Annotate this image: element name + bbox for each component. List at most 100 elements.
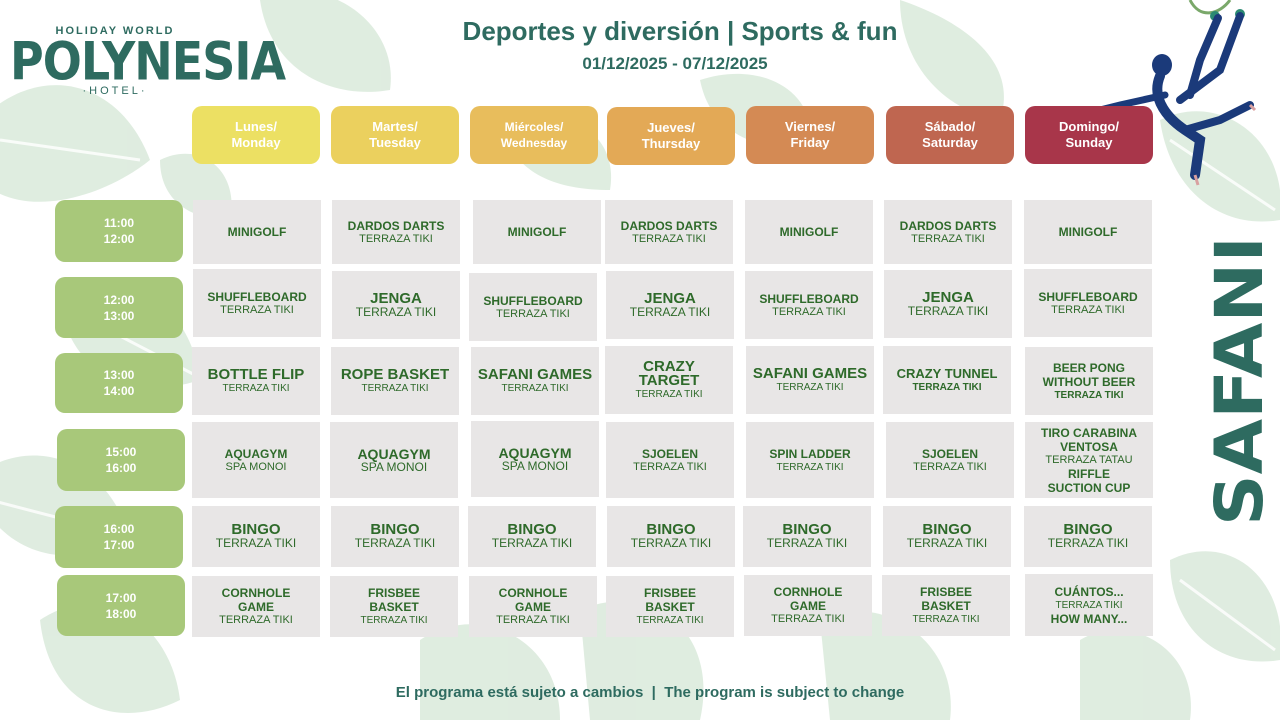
activity-name: CORNHOLE GAME [773,585,843,613]
page-title: Deportes y diversión | Sports & fun [462,16,898,46]
activity-name: JENGA [370,289,422,307]
activity-location: TERRAZA TIKI [907,303,989,318]
activity-location: TERRAZA TIKI [635,388,703,400]
day-label: Jueves/ [647,120,695,135]
time-end: 12:00 [103,232,135,246]
day-label-en: Wednesday [500,136,568,150]
activity-cell: AQUAGYM SPA MONOI [330,422,458,498]
activity-name: JENGA [922,288,974,306]
day-label: Domingo/ [1059,119,1119,134]
activity-location: TERRAZA TIKI [630,536,712,550]
activity-location: TERRAZA TIKI [629,304,711,319]
hotel-logo: HOLIDAY WORLD POLYNESIA ·HOTEL· [10,24,286,112]
day-label-en: Monday [231,135,281,150]
activity-cell: FRISBEE BASKET TERRAZA TIKI [606,576,734,637]
activity-location: TERRAZA TIKI [361,382,429,394]
activity-location: TERRAZA TIKI [1054,389,1124,401]
logo-top-text: HOLIDAY WORLD [55,25,175,37]
activity-name: CORNHOLE GAME [498,586,568,614]
activity-name: MINIGOLF [507,225,567,239]
activity-name-en: RIFFLE SUCTION CUP [1047,466,1131,495]
activity-name: SHUFFLEBOARD [759,291,859,306]
activity-location: TERRAZA TIKI [496,614,570,626]
safani-brand-text: SAFANI [1201,236,1278,526]
activity-cell: SAFANI GAMES TERRAZA TIKI [471,347,599,415]
activity-location: TERRAZA TIKI [772,305,846,318]
activity-name: DARDOS DARTS [899,218,997,233]
activity-name: ROPE BASKET [340,365,450,383]
activity-location: TERRAZA TIKI [912,614,980,625]
activity-name: CRAZY TARGET [638,357,700,389]
activity-location: TERRAZA TIKI [776,381,844,393]
time-start: 17:00 [105,590,137,605]
activity-cell: BINGO TERRAZA TIKI [468,506,596,567]
activity-name: SAFANI GAMES [477,365,593,383]
time-end: 17:00 [103,538,135,552]
activity-cell: BINGO TERRAZA TIKI [607,506,735,567]
activity-cell: CORNHOLE GAME TERRAZA TIKI [469,576,597,637]
activity-name: BOTTLE FLIP [207,365,305,383]
activity-cell: CORNHOLE GAME TERRAZA TIKI [192,576,320,637]
activity-location: TERRAZA TIKI [632,232,706,245]
activity-location: TERRAZA TIKI [215,536,297,550]
time-end: 16:00 [105,461,137,475]
activity-cell: CRAZY TARGET TERRAZA TIKI [605,346,733,414]
day-header-monday: Lunes/ Monday [192,106,320,164]
activity-cell: SHUFFLEBOARD TERRAZA TIKI [1024,269,1152,337]
activity-location: TERRAZA TIKI [491,536,573,550]
logo-main-text: POLYNESIA [10,29,286,93]
activity-name: SJOELEN [641,446,698,461]
activity-cell: DARDOS DARTS TERRAZA TIKI [605,200,733,264]
time-start: 11:00 [103,216,135,230]
activity-name: TIRO CARABINA VENTOSA [1041,425,1137,454]
time-slot: 13:00 14:00 [55,353,183,413]
activity-cell: MINIGOLF [1024,200,1152,264]
activity-name: BINGO [507,521,557,538]
activity-name: DARDOS DARTS [620,218,718,233]
activity-cell: BINGO TERRAZA TIKI [743,506,871,567]
day-header-friday: Viernes/ Friday [746,106,874,164]
activity-name: AQUAGYM [498,444,572,461]
activity-name: SHUFFLEBOARD [207,289,307,304]
activity-cell: SJOELEN TERRAZA TIKI [606,422,734,498]
activity-cell: SHUFFLEBOARD TERRAZA TIKI [193,269,321,337]
activity-name: DARDOS DARTS [347,218,445,233]
activity-location: TERRAZA TIKI [1047,536,1129,550]
activity-name: BINGO [646,521,696,538]
activity-name-en: HOW MANY... [1050,611,1128,626]
activity-cell: CRAZY TUNNEL TERRAZA TIKI [883,346,1011,414]
activity-location: TERRAZA TIKI [911,232,985,245]
activity-cell: SHUFFLEBOARD TERRAZA TIKI [745,271,873,339]
activity-name: SHUFFLEBOARD [1038,289,1138,304]
day-label-en: Friday [790,135,830,150]
activity-location: SPA MONOI [501,458,569,473]
activity-name: AQUAGYM [224,446,288,461]
time-end: 18:00 [105,606,137,621]
activity-name: SAFANI GAMES [752,364,868,382]
time-start: 16:00 [103,522,135,536]
activity-location: TERRAZA TIKI [636,615,704,626]
activity-location: TERRAZA TIKI [1055,599,1123,611]
activity-name: SPIN LADDER [769,446,851,461]
activity-name: BINGO [1063,521,1113,538]
activity-name: SHUFFLEBOARD [483,293,583,308]
activity-cell: BEER PONG WITHOUT BEER TERRAZA TIKI [1025,347,1153,415]
day-label-en: Tuesday [369,135,421,150]
activity-cell: FRISBEE BASKET TERRAZA TIKI [330,576,458,637]
activity-name: BINGO [782,521,832,538]
activity-cell: SHUFFLEBOARD TERRAZA TIKI [469,273,597,341]
time-slot: 16:00 17:00 [55,506,183,568]
activity-cell: CUÁNTOS... TERRAZA TIKI HOW MANY... [1025,574,1153,636]
activity-cell: SAFANI GAMES TERRAZA TIKI [746,346,874,414]
activity-name: BINGO [231,521,281,538]
activity-cell: ROPE BASKET TERRAZA TIKI [331,347,459,415]
activity-cell: BINGO TERRAZA TIKI [192,506,320,567]
activity-location: TERRAZA TIKI [359,232,433,245]
activity-cell: MINIGOLF [745,200,873,264]
activity-cell: SJOELEN TERRAZA TIKI [886,422,1014,498]
activity-name: CUÁNTOS... [1054,584,1124,599]
activity-name: BEER PONG WITHOUT BEER [1042,360,1136,389]
activity-cell: SPIN LADDER TERRAZA TIKI [746,422,874,498]
time-start: 13:00 [103,368,135,382]
activity-location: TERRAZA TIKI [912,381,982,393]
